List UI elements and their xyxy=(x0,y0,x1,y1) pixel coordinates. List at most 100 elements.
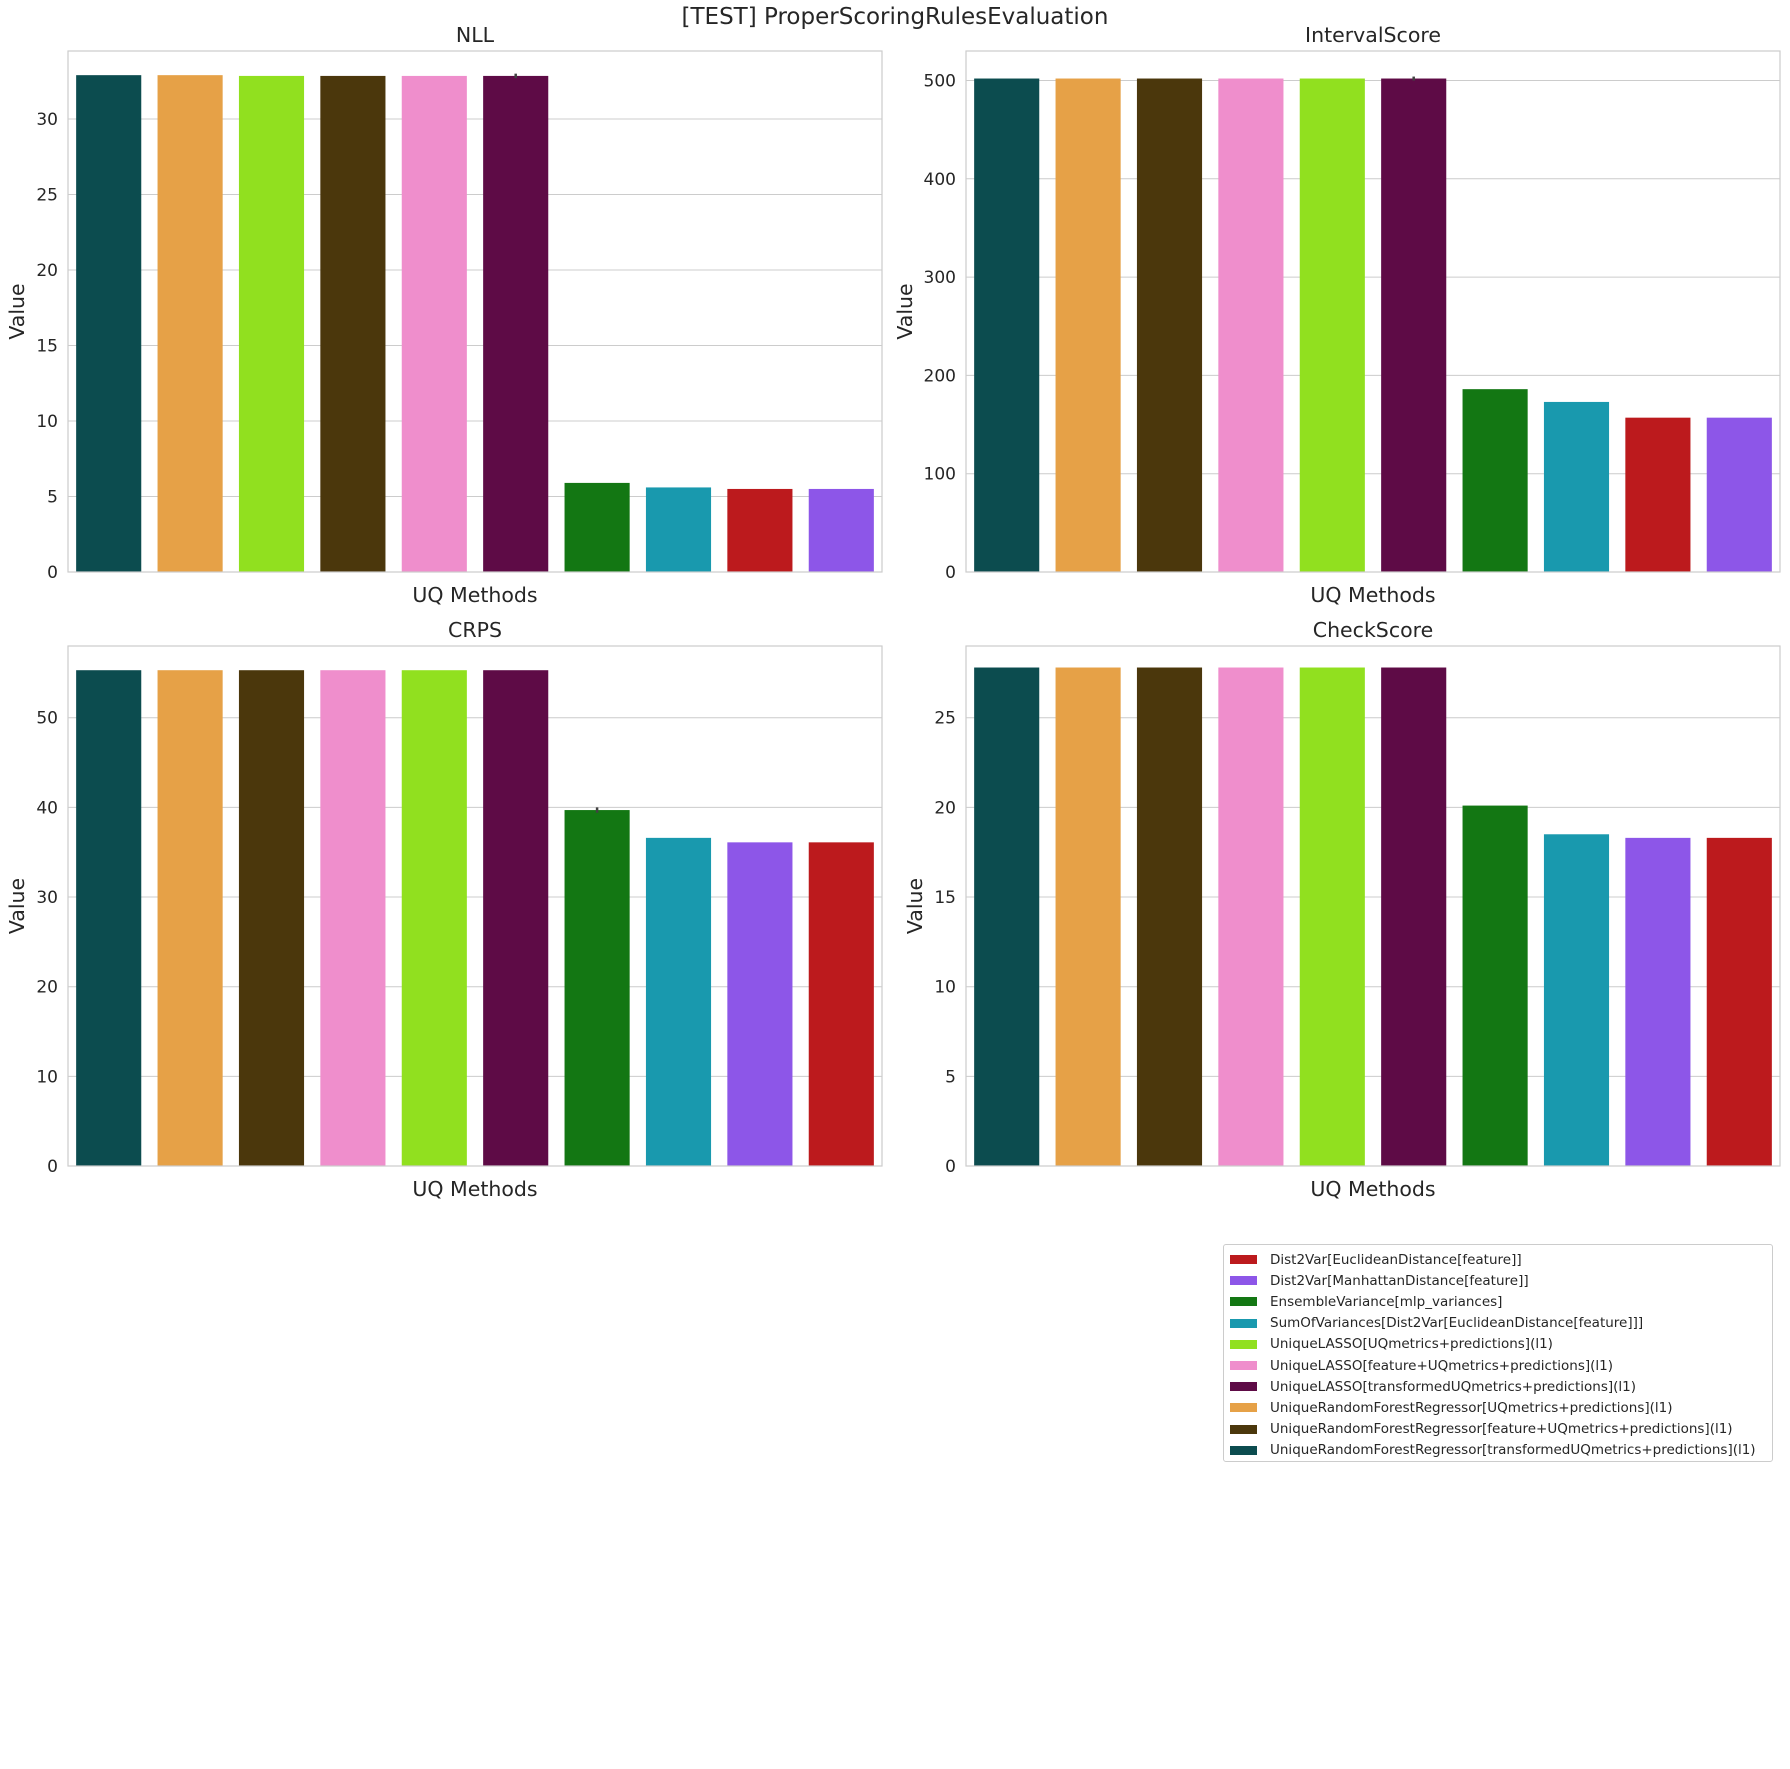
bar xyxy=(483,75,549,572)
y-tick-label: 0 xyxy=(47,563,58,583)
bar xyxy=(483,670,549,1166)
bar xyxy=(1218,667,1284,1166)
legend-label: UniqueRandomForestRegressor[UQmetrics+pr… xyxy=(1270,1399,1673,1416)
legend-label: Dist2Var[ManhattanDistance[feature]] xyxy=(1270,1272,1529,1289)
bar xyxy=(645,837,712,1166)
bar xyxy=(1299,667,1365,1166)
legend-item: UniqueLASSO[feature+UQmetrics+prediction… xyxy=(1230,1355,1772,1376)
subplot-title: CheckScore xyxy=(1313,618,1433,642)
legend-item: UniqueRandomForestRegressor[UQmetrics+pr… xyxy=(1230,1397,1772,1418)
legend-swatch xyxy=(1230,1403,1257,1413)
legend-swatch xyxy=(1230,1339,1257,1349)
y-tick-label: 40 xyxy=(36,798,58,818)
bar xyxy=(1381,667,1447,1166)
bar xyxy=(1136,667,1203,1166)
y-tick-label: 30 xyxy=(36,110,58,130)
subplot-title: IntervalScore xyxy=(1305,23,1441,47)
y-tick-label: 5 xyxy=(945,1067,956,1087)
y-tick-label: 200 xyxy=(924,366,956,386)
y-tick-label: 15 xyxy=(36,336,58,356)
y-axis-label: Value xyxy=(5,283,29,339)
y-tick-label: 10 xyxy=(934,978,956,998)
bar xyxy=(401,670,467,1166)
bar xyxy=(1136,78,1203,572)
bar xyxy=(808,842,874,1166)
bar xyxy=(1462,805,1528,1166)
subplot-0: 0 5 10 15 20 25 30 NLL UQ Methods Value xyxy=(5,23,883,607)
y-tick-label: 20 xyxy=(36,978,58,998)
y-tick-label: 500 xyxy=(924,71,956,91)
legend-label: UniqueLASSO[transformedUQmetrics+predict… xyxy=(1270,1378,1637,1395)
legend-label: SumOfVariances[Dist2Var[EuclideanDistanc… xyxy=(1270,1315,1644,1332)
legend-item: SumOfVariances[Dist2Var[EuclideanDistanc… xyxy=(1230,1313,1772,1334)
bar xyxy=(157,75,223,572)
bar xyxy=(1625,837,1691,1166)
bar xyxy=(564,810,630,1166)
y-tick-label: 400 xyxy=(924,170,956,190)
axes-frame xyxy=(965,50,1781,573)
y-tick-label: 10 xyxy=(36,1067,58,1087)
x-axis-label: UQ Methods xyxy=(1310,583,1435,607)
bar xyxy=(1218,78,1284,572)
bar xyxy=(238,75,305,572)
bar xyxy=(1706,417,1772,572)
bar xyxy=(1462,389,1528,572)
legend-swatch xyxy=(1230,1424,1257,1434)
chart-legend: Dist2Var[EuclideanDistance[feature]] Dist… xyxy=(1223,1244,1773,1462)
bar xyxy=(564,482,630,572)
x-axis-label: UQ Methods xyxy=(412,583,537,607)
legend-swatch xyxy=(1230,1382,1257,1392)
bar xyxy=(320,670,386,1166)
bar xyxy=(1055,667,1121,1166)
legend-label: UniqueLASSO[UQmetrics+predictions](l1) xyxy=(1270,1336,1553,1353)
legend-item: UniqueRandomForestRegressor[feature+UQme… xyxy=(1230,1419,1772,1440)
y-tick-label: 20 xyxy=(934,798,956,818)
bar xyxy=(727,488,793,572)
bar xyxy=(1381,78,1447,572)
subplot-3: 0 5 10 15 20 25 CheckScore UQ Methods Value xyxy=(903,618,1781,1201)
subplot-title: NLL xyxy=(456,23,495,47)
y-tick-label: 0 xyxy=(47,1157,58,1177)
legend-label: UniqueLASSO[feature+UQmetrics+prediction… xyxy=(1270,1357,1613,1374)
legend-item: UniqueRandomForestRegressor[transformedU… xyxy=(1230,1440,1772,1461)
legend-label: Dist2Var[EuclideanDistance[feature]] xyxy=(1270,1251,1522,1268)
bar xyxy=(76,670,142,1166)
bar xyxy=(1706,837,1772,1166)
y-axis-label: Value xyxy=(5,878,29,934)
bar xyxy=(1299,78,1365,572)
x-axis-label: UQ Methods xyxy=(1310,1177,1435,1201)
legend-item: Dist2Var[ManhattanDistance[feature]] xyxy=(1230,1270,1772,1291)
legend-item: UniqueLASSO[transformedUQmetrics+predict… xyxy=(1230,1376,1772,1397)
y-tick-label: 5 xyxy=(47,487,58,507)
y-tick-label: 100 xyxy=(924,465,956,485)
bar xyxy=(1625,417,1691,572)
legend-swatch xyxy=(1230,1276,1257,1286)
y-axis-label: Value xyxy=(893,283,917,339)
axes-frame xyxy=(965,645,1781,1167)
figure-title: [TEST] ProperScoringRulesEvaluation xyxy=(681,4,1109,30)
bar xyxy=(76,75,142,572)
legend-item: UniqueLASSO[UQmetrics+predictions](l1) xyxy=(1230,1334,1772,1355)
bar xyxy=(974,667,1040,1166)
bar xyxy=(645,487,712,572)
legend-label: EnsembleVariance[mlp_variances] xyxy=(1270,1293,1503,1310)
subplot-2: 0 10 20 30 40 50 CRPS UQ Methods Value xyxy=(5,618,883,1201)
y-tick-label: 50 xyxy=(36,709,58,729)
y-tick-label: 0 xyxy=(945,563,956,583)
y-tick-label: 0 xyxy=(945,1157,956,1177)
subplot-1: 0 100 200 300 400 500 IntervalScore UQ Methods V… xyxy=(893,23,1781,607)
legend-item: EnsembleVariance[mlp_variances] xyxy=(1230,1291,1772,1312)
bar xyxy=(1543,834,1610,1166)
x-axis-label: UQ Methods xyxy=(412,1177,537,1201)
legend-label: UniqueRandomForestRegressor[transformedU… xyxy=(1270,1442,1756,1459)
bar xyxy=(157,670,223,1166)
subplot-title: CRPS xyxy=(448,618,502,642)
bar xyxy=(727,842,793,1166)
bar xyxy=(1055,78,1121,572)
bar xyxy=(401,75,467,572)
legend-swatch xyxy=(1230,1361,1257,1371)
bar xyxy=(808,488,874,572)
y-axis-label: Value xyxy=(903,878,927,934)
legend-swatch xyxy=(1230,1318,1257,1328)
legend-item: Dist2Var[EuclideanDistance[feature]] xyxy=(1230,1249,1772,1270)
